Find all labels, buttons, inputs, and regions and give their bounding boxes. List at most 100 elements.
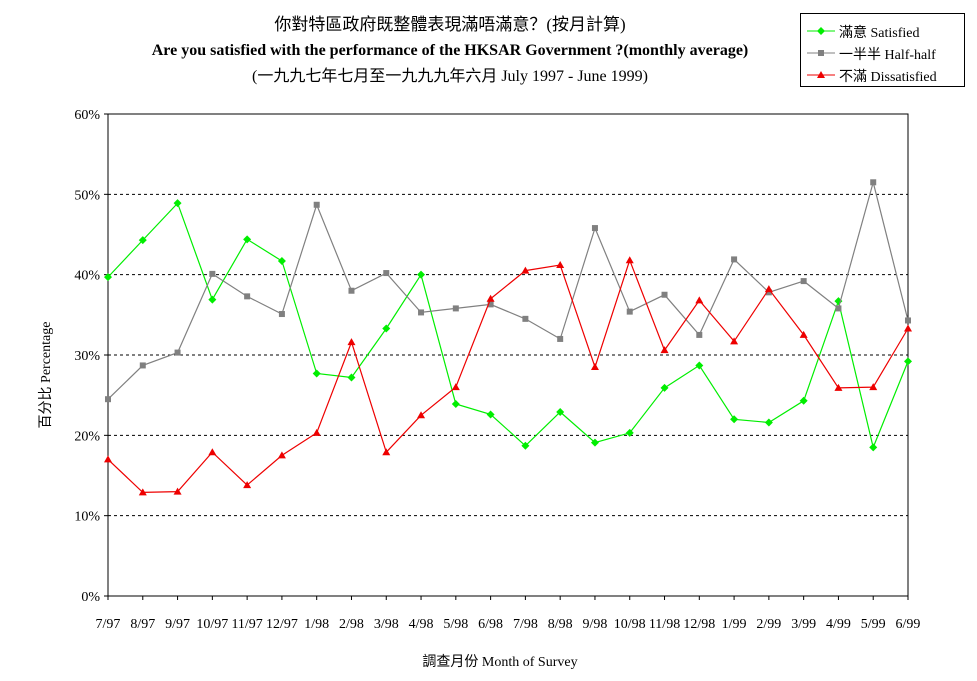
data-point (278, 311, 285, 318)
data-point (799, 396, 808, 405)
legend-swatch-half-half (807, 50, 835, 56)
data-point (904, 324, 912, 332)
data-point (696, 331, 703, 338)
x-tick-label: 10/97 (196, 617, 228, 632)
data-point (660, 346, 669, 354)
data-point (904, 357, 912, 366)
series-line (107, 179, 909, 400)
x-tick-label: 9/97 (165, 617, 190, 632)
data-point (486, 294, 495, 302)
data-point (695, 361, 704, 370)
data-point (347, 373, 356, 382)
data-point (556, 261, 565, 269)
legend: 滿意 Satisfied 一半半 Half-half 不滿 Dissatisfi… (800, 13, 965, 87)
x-tick-label: 4/99 (826, 617, 851, 632)
data-point (730, 337, 739, 345)
data-point (417, 411, 426, 419)
y-tick-label: 60% (74, 108, 100, 123)
data-point (208, 295, 217, 304)
x-tick-label: 12/98 (683, 617, 715, 632)
data-point (730, 415, 739, 424)
data-point (208, 448, 217, 456)
x-tick-label: 11/98 (649, 617, 680, 632)
data-point (764, 418, 773, 427)
data-point (556, 408, 565, 417)
data-point (417, 270, 426, 279)
data-point (764, 285, 773, 293)
data-point (173, 487, 182, 495)
tick-labels: 0%10%20%30%40%50%60%7/97 8/97 9/97 10/97 11/… (74, 108, 920, 632)
x-tick-label: 12/97 (266, 617, 298, 632)
x-tick-label: 7/97 (96, 617, 121, 632)
data-point (590, 363, 599, 371)
data-point (243, 235, 252, 244)
legend-swatch-dissatisfied (807, 71, 835, 78)
data-point (209, 270, 216, 277)
x-tick-label: 8/97 (130, 617, 155, 632)
data-point (626, 308, 633, 315)
x-axis-label: 調查月份 Month of Survey (422, 655, 578, 670)
y-tick-label: 40% (74, 269, 100, 284)
x-tick-label: 2/98 (339, 617, 364, 632)
x-tick-label: 1/98 (304, 617, 329, 632)
x-tick-label: 7/98 (513, 617, 538, 632)
data-point (347, 338, 356, 346)
data-point (138, 488, 147, 496)
y-tick-label: 0% (81, 590, 100, 605)
data-point (625, 256, 634, 264)
data-point (834, 383, 843, 391)
axes (104, 113, 909, 600)
legend-label-satisfied: 滿意 Satisfied (839, 26, 920, 41)
y-tick-label: 30% (74, 349, 100, 364)
series-line (107, 202, 909, 450)
data-point (277, 257, 286, 266)
data-point (244, 293, 251, 300)
series-0 (104, 199, 912, 452)
x-tick-label: 5/99 (861, 617, 886, 632)
data-point (557, 335, 564, 342)
series-lines (104, 179, 912, 496)
data-point (765, 289, 772, 296)
data-point (660, 383, 669, 392)
x-tick-label: 8/98 (548, 617, 573, 632)
data-point (451, 400, 460, 409)
data-point (625, 428, 634, 437)
data-point (591, 225, 598, 232)
data-point (905, 317, 911, 324)
data-point (312, 369, 321, 378)
x-tick-label: 3/99 (791, 617, 816, 632)
data-point (800, 278, 807, 285)
x-tick-label: 1/99 (722, 617, 747, 632)
data-point (799, 330, 808, 338)
legend-swatch-satisfied (807, 27, 835, 35)
data-point (869, 383, 878, 391)
x-tick-label: 9/98 (583, 617, 608, 632)
data-point (695, 296, 704, 304)
data-point (521, 441, 530, 450)
chart-title: 你對特區政府既整體表現滿唔滿意？(按月計算) (274, 15, 626, 34)
data-point (104, 455, 112, 463)
x-tick-label: 2/99 (756, 617, 781, 632)
data-point (312, 428, 321, 436)
data-point (487, 301, 494, 308)
y-tick-label: 10% (74, 510, 100, 525)
x-tick-label: 5/98 (443, 617, 468, 632)
x-tick-label: 6/98 (478, 617, 503, 632)
data-point (451, 383, 460, 391)
series-1 (105, 179, 911, 403)
x-tick-label: 11/97 (231, 617, 262, 632)
data-point (138, 236, 147, 245)
x-tick-label: 4/98 (409, 617, 434, 632)
data-point (522, 315, 529, 322)
data-point (382, 324, 391, 333)
legend-label-dissatisfied: 不滿 Dissatisfied (839, 70, 937, 85)
data-point (590, 438, 599, 447)
y-tick-label: 50% (74, 188, 100, 203)
data-point (452, 305, 459, 312)
plot-frame (107, 113, 909, 597)
chart-subtitle: (一九九七年七月至一九九九年六月 July 1997 - June 1999) (252, 68, 648, 85)
data-point (348, 287, 355, 294)
data-point (835, 305, 842, 312)
data-point (174, 349, 181, 356)
data-point (869, 443, 878, 452)
